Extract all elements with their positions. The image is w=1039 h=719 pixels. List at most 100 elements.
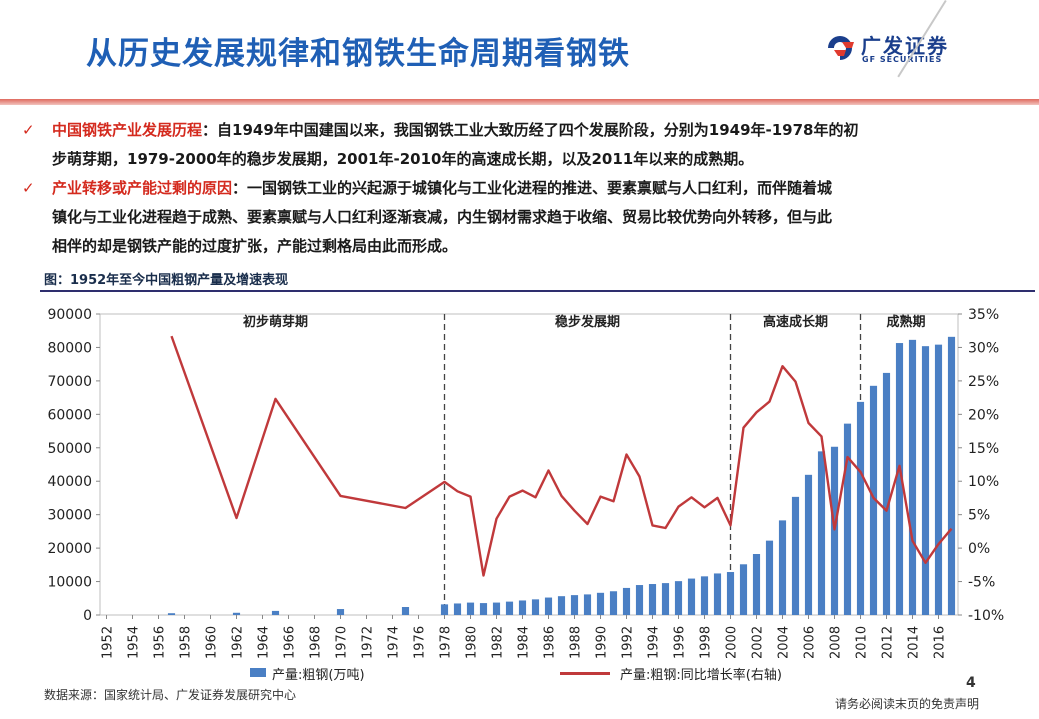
disclaimer: 请务必阅读末页的免责声明: [835, 697, 980, 711]
y-tick-label: 90000: [47, 307, 92, 323]
bar: [739, 564, 748, 615]
y-tick-label: 30000: [47, 508, 92, 524]
checkmark-icon: ✓: [22, 179, 35, 197]
y-tick-label: 20000: [47, 541, 92, 557]
x-tick-label: 2010: [855, 626, 870, 659]
x-tick-label: 1980: [465, 626, 480, 659]
bar: [804, 474, 813, 615]
x-tick-label: 1984: [517, 626, 532, 659]
steel-output-chart: 0 10000 20000 30000 40000 50000 60000 70000 8000…: [47, 307, 1004, 659]
growth-line: [170, 335, 953, 577]
y-tick-label: 0: [83, 608, 92, 624]
phase-label: 初步萌芽期: [243, 314, 308, 330]
x-tick-label: 2008: [829, 626, 844, 659]
x-tick-label: 2014: [907, 626, 922, 659]
x-tick-label: 1960: [205, 626, 220, 659]
bar: [453, 603, 462, 615]
page-number: 4: [966, 675, 976, 691]
bar: [869, 385, 878, 615]
x-tick-label: 1964: [257, 626, 272, 659]
x-tick-label: 1958: [179, 626, 194, 659]
bar: [531, 599, 540, 615]
y2-tick-label: 30%: [968, 340, 999, 356]
x-tick-label: 1962: [231, 626, 246, 659]
plot-area: [99, 313, 959, 616]
phase-label: 稳步发展期: [555, 314, 620, 330]
y-tick-label: 60000: [47, 407, 92, 423]
x-tick-label: 1974: [387, 626, 402, 659]
y2-tick-label: 10%: [968, 474, 999, 490]
y2-tick-label: -10%: [968, 608, 1004, 624]
bar: [466, 602, 475, 615]
x-tick-label: 1976: [413, 626, 428, 659]
bar: [791, 496, 800, 615]
x-tick-label: 1952: [101, 626, 116, 659]
bar: [921, 346, 930, 615]
x-tick-label: 1968: [309, 626, 324, 659]
bar: [570, 595, 579, 615]
bar: [492, 602, 501, 615]
x-tick-label: 1954: [127, 626, 142, 659]
bar: [440, 604, 449, 615]
y-tick-label: 40000: [47, 474, 92, 490]
logo-text-cn: 广发证券: [861, 34, 949, 58]
x-tick-label: 1992: [621, 626, 636, 659]
bar: [167, 613, 176, 615]
bar: [882, 372, 891, 615]
x-tick-label: 1998: [699, 626, 714, 659]
bar: [596, 592, 605, 615]
y2-tick-label: 25%: [968, 374, 999, 390]
bullet-overcapacity-line3: 相伴的却是钢铁产能的过度扩张，产能过剩格局由此而形成。: [52, 237, 458, 255]
bar: [479, 603, 488, 615]
bullet-history-label: 中国钢铁产业发展历程: [52, 121, 203, 139]
bar: [648, 584, 657, 615]
bar: [401, 607, 410, 615]
y-tick-label: 50000: [47, 441, 92, 457]
bullet-history-line1: ：自1949年中国建国以来，我国钢铁工业大致历经了四个发展阶段，分别为1949年…: [202, 121, 859, 139]
x-tick-label: 1990: [595, 626, 610, 659]
x-tick-label: 1986: [543, 626, 558, 659]
bullet-history: ✓ 中国钢铁产业发展历程：自1949年中国建国以来，我国钢铁工业大致历经了四个发…: [22, 116, 1022, 174]
bar: [726, 572, 735, 615]
bar: [778, 520, 787, 615]
bar: [635, 585, 644, 615]
data-source: 数据来源：国家统计局、广发证券发展研究中心: [44, 688, 297, 702]
header-divider: [0, 99, 1039, 105]
legend-bar-swatch: [250, 668, 266, 677]
x-tick-label: 1956: [153, 626, 168, 659]
y2-tick-label: 35%: [968, 307, 999, 323]
y2-tick-label: 0%: [968, 541, 990, 557]
bar: [232, 612, 241, 615]
y-tick-label: 10000: [47, 575, 92, 591]
phase-label: 成熟期: [886, 314, 925, 330]
y2-tick-label: -5%: [968, 575, 995, 591]
checkmark-icon: ✓: [22, 121, 35, 139]
bar: [557, 596, 566, 615]
x-tick-label: 1982: [491, 626, 506, 659]
bar: [544, 597, 553, 615]
figure-caption: 图：1952年至今中国粗钢产量及增速表现: [44, 273, 289, 288]
x-tick-label: 1994: [647, 626, 662, 659]
bar: [687, 578, 696, 615]
bullet-history-line2: 步萌芽期，1979-2000年的稳步发展期，2001年-2010年的高速成长期，…: [52, 150, 754, 168]
y-tick-label: 70000: [47, 374, 92, 390]
x-tick-label: 1966: [283, 626, 298, 659]
x-tick-label: 2016: [933, 626, 948, 659]
y2-tick-label: 20%: [968, 407, 999, 423]
page-title: 从历史发展规律和钢铁生命周期看钢铁: [86, 36, 630, 72]
gf-logo-icon: [828, 36, 854, 60]
bar: [947, 336, 956, 615]
legend-bar-label: 产量:粗钢(万吨): [272, 668, 365, 683]
bar: [609, 591, 618, 615]
x-tick-label: 1988: [569, 626, 584, 659]
bar: [830, 446, 839, 615]
x-tick-label: 1978: [439, 626, 454, 659]
legend-line-swatch: [560, 672, 610, 675]
x-tick-label: 1970: [335, 626, 350, 659]
bar: [700, 576, 709, 615]
company-logo: 广发证券 GF SECURITIES: [820, 28, 980, 68]
phase-label: 高速成长期: [763, 314, 828, 330]
bullet-overcapacity-label: 产业转移或产能过剩的原因: [52, 179, 233, 197]
bar: [336, 609, 345, 615]
y-tick-label: 80000: [47, 340, 92, 356]
